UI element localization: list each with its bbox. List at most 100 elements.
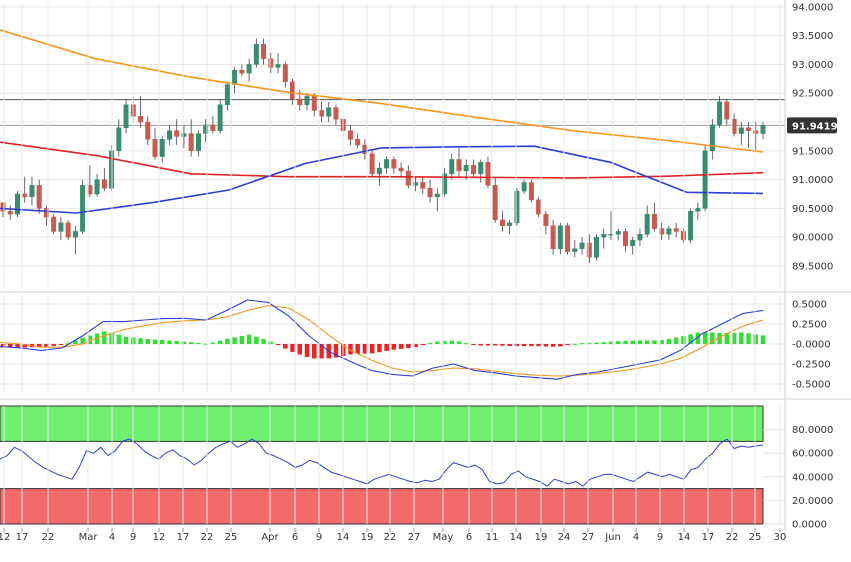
macd-histogram-bar bbox=[73, 340, 78, 344]
macd-histogram-bar bbox=[550, 344, 556, 347]
candle-body bbox=[224, 84, 230, 106]
macd-histogram-bar bbox=[159, 340, 165, 344]
candle bbox=[36, 179, 42, 215]
macd-histogram-bar bbox=[174, 341, 179, 344]
candle bbox=[14, 191, 20, 218]
candle-body bbox=[514, 190, 520, 224]
candle-body bbox=[51, 216, 57, 232]
candle-body bbox=[746, 127, 752, 131]
candle-body bbox=[651, 213, 657, 229]
x-tick-label: 22 bbox=[726, 532, 739, 543]
candle bbox=[427, 179, 433, 203]
macd-histogram-bar bbox=[659, 340, 664, 344]
macd-histogram-bar bbox=[449, 340, 455, 344]
candle-body bbox=[188, 133, 194, 152]
macd-histogram-bar bbox=[413, 344, 418, 348]
macd-histogram-bar bbox=[594, 342, 599, 344]
x-tick-label: 9 bbox=[130, 532, 136, 543]
candle-body bbox=[673, 228, 679, 232]
candle bbox=[695, 202, 701, 220]
x-tick-label: 24 bbox=[558, 532, 571, 543]
candle bbox=[702, 145, 708, 212]
macd-histogram-bar bbox=[521, 344, 527, 347]
candle bbox=[572, 240, 578, 258]
candle bbox=[333, 104, 339, 125]
price-tick-label: 94.0000 bbox=[792, 2, 833, 13]
macd-histogram-bar bbox=[601, 342, 607, 344]
candle bbox=[224, 81, 230, 111]
macd-histogram-bar bbox=[304, 344, 310, 357]
candle-body bbox=[22, 193, 28, 198]
macd-histogram-bar bbox=[536, 344, 541, 347]
macd-histogram-bar bbox=[123, 336, 129, 344]
macd-histogram-bar bbox=[558, 344, 563, 347]
macd-histogram-bar bbox=[753, 334, 759, 344]
macd-histogram-bar bbox=[681, 336, 686, 344]
macd-histogram-bar bbox=[311, 344, 317, 359]
candle-body bbox=[72, 231, 78, 238]
macd-histogram-bar bbox=[319, 344, 324, 359]
macd-histogram-bar bbox=[420, 344, 426, 346]
candle-body bbox=[594, 236, 600, 258]
macd-histogram-bar bbox=[145, 339, 151, 344]
candle bbox=[659, 222, 665, 241]
candle bbox=[152, 127, 158, 160]
candle-body bbox=[217, 104, 223, 131]
candle bbox=[253, 38, 259, 68]
candle-body bbox=[550, 225, 556, 249]
candle bbox=[470, 159, 476, 177]
candle bbox=[94, 173, 100, 197]
candle bbox=[543, 211, 549, 235]
macd-histogram-bar bbox=[102, 331, 107, 344]
macd-histogram-bar bbox=[572, 343, 578, 345]
candle bbox=[478, 159, 484, 183]
macd-histogram-bar bbox=[507, 344, 512, 346]
macd-histogram-bar bbox=[22, 344, 27, 348]
macd-histogram-bar bbox=[36, 344, 42, 348]
candle bbox=[717, 96, 723, 128]
macd-histogram-bar bbox=[746, 333, 751, 344]
candle bbox=[275, 52, 281, 74]
x-tick-label: 14 bbox=[678, 532, 691, 543]
macd-histogram-bar bbox=[7, 344, 13, 348]
macd-histogram-bar bbox=[427, 343, 433, 345]
macd-histogram-bar bbox=[232, 337, 237, 344]
rsi-tick-label: 20.0000 bbox=[792, 496, 833, 507]
x-tick-label: 19 bbox=[361, 532, 374, 543]
candle-body bbox=[579, 242, 585, 249]
macd-tick-label: 0.5000 bbox=[792, 300, 827, 311]
candle bbox=[246, 58, 252, 82]
candle-body bbox=[159, 139, 165, 157]
macd-histogram-bar bbox=[543, 344, 549, 347]
macd-histogram-bar bbox=[500, 344, 505, 346]
candle-body bbox=[413, 182, 419, 186]
candle-body bbox=[507, 222, 513, 226]
candle-body bbox=[376, 167, 382, 175]
macd-histogram-bar bbox=[492, 344, 498, 346]
candle-body bbox=[333, 107, 339, 120]
macd-histogram-bar bbox=[485, 344, 491, 346]
x-tick-label: Apr bbox=[261, 532, 279, 543]
x-tick-label: 6 bbox=[466, 532, 472, 543]
candle-body bbox=[369, 153, 375, 175]
x-tick-label: 27 bbox=[408, 532, 421, 543]
candle bbox=[420, 176, 426, 194]
candle bbox=[601, 228, 607, 249]
candle bbox=[434, 188, 440, 212]
x-tick-label: 30 bbox=[774, 532, 787, 543]
candle-body bbox=[586, 242, 592, 258]
candle-body bbox=[138, 116, 144, 123]
macd-histogram-bar bbox=[116, 334, 122, 344]
price-tick-label: 89.5000 bbox=[792, 261, 833, 272]
x-tick-label: 19 bbox=[535, 532, 548, 543]
macd-histogram-bar bbox=[275, 344, 281, 346]
candle-body bbox=[318, 110, 324, 117]
macd-histogram-bar bbox=[442, 341, 447, 344]
candle-body bbox=[738, 127, 744, 134]
candle bbox=[760, 122, 766, 140]
macd-histogram-bar bbox=[369, 344, 375, 354]
price-tick-label: 92.5000 bbox=[792, 89, 833, 100]
candle bbox=[145, 116, 151, 146]
candle bbox=[290, 78, 296, 105]
candle bbox=[116, 119, 122, 157]
